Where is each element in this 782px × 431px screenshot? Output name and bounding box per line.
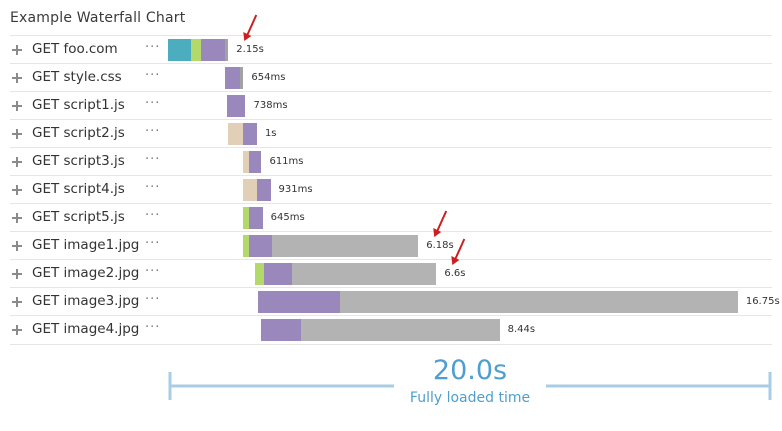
request-label: GET image2.jpg: [32, 265, 140, 281]
timing-bar-dns: [168, 39, 191, 61]
request-label: GET script4.js: [32, 181, 125, 197]
timing-bar-download: [264, 263, 292, 285]
timing-bar-download: [257, 291, 340, 313]
highlight-arrow-head: [243, 32, 252, 41]
duration-label: 654ms: [251, 72, 286, 83]
timing-bar-download: [201, 39, 226, 61]
timing-bar-download: [248, 235, 272, 257]
request-row[interactable]: GET image1.jpg ··· 6.18s: [10, 231, 772, 260]
timing-bar-download: [243, 123, 257, 145]
expand-plus-icon[interactable]: [12, 129, 22, 139]
timing-bar-blocked: [300, 319, 500, 341]
expand-plus-icon[interactable]: [12, 269, 22, 279]
request-label: GET image4.jpg: [32, 321, 140, 337]
timing-bar-download: [248, 151, 262, 173]
timing-bar-download: [226, 95, 246, 117]
total-time-value: 20.0s: [432, 355, 508, 386]
expand-plus-icon[interactable]: [12, 45, 22, 55]
request-row[interactable]: GET script5.js ··· 645ms: [10, 203, 772, 232]
timing-bar-blocked: [272, 235, 419, 257]
more-options-icon[interactable]: ···: [145, 68, 161, 83]
highlight-arrow-shaft: [436, 210, 448, 232]
request-label: GET script3.js: [32, 153, 125, 169]
timing-bar-download: [261, 319, 301, 341]
more-options-icon[interactable]: ···: [145, 236, 161, 251]
more-options-icon[interactable]: ···: [145, 40, 161, 55]
duration-label: 611ms: [269, 156, 304, 167]
duration-label: 931ms: [278, 184, 313, 195]
highlight-arrow-shaft: [246, 14, 258, 36]
request-row[interactable]: GET script1.js ··· 738ms: [10, 91, 772, 120]
duration-label: 645ms: [270, 212, 305, 223]
timing-bar-connect: [243, 207, 249, 229]
more-options-icon[interactable]: ···: [145, 292, 161, 307]
request-label: GET script5.js: [32, 209, 125, 225]
request-row[interactable]: GET script3.js ··· 611ms: [10, 147, 772, 176]
total-time-caption: Fully loaded time: [409, 390, 531, 406]
duration-label: 6.18s: [426, 240, 454, 251]
timing-bar-connect: [255, 263, 265, 285]
expand-plus-icon[interactable]: [12, 325, 22, 335]
request-row[interactable]: GET image2.jpg ··· 6.6s: [10, 259, 772, 288]
request-label: GET image3.jpg: [32, 293, 140, 309]
timing-bar-download: [225, 67, 240, 89]
timing-bar-download: [248, 207, 263, 229]
highlight-arrow-head: [451, 256, 460, 265]
timing-bar-ttfb: [243, 151, 249, 173]
request-row[interactable]: GET foo.com ··· 2.15s: [10, 35, 772, 64]
request-row[interactable]: GET script2.js ··· 1s: [10, 119, 772, 148]
more-options-icon[interactable]: ···: [145, 208, 161, 223]
timing-bar-download: [256, 179, 271, 201]
expand-plus-icon[interactable]: [12, 157, 22, 167]
request-label: GET style.css: [32, 69, 122, 85]
more-options-icon[interactable]: ···: [145, 124, 161, 139]
request-row[interactable]: GET script4.js ··· 931ms: [10, 175, 772, 204]
timing-bar-tail: [239, 67, 244, 89]
request-label: GET script2.js: [32, 125, 125, 141]
more-options-icon[interactable]: ···: [145, 180, 161, 195]
duration-label: 16.75s: [745, 296, 780, 307]
timing-bar-blocked: [339, 291, 738, 313]
expand-plus-icon[interactable]: [12, 241, 22, 251]
expand-plus-icon[interactable]: [12, 297, 22, 307]
duration-label: 6.6s: [444, 268, 466, 279]
duration-label: 738ms: [253, 100, 288, 111]
duration-label: 1s: [264, 128, 277, 139]
more-options-icon[interactable]: ···: [145, 96, 161, 111]
more-options-icon[interactable]: ···: [145, 320, 161, 335]
duration-label: 2.15s: [236, 44, 264, 55]
expand-plus-icon[interactable]: [12, 73, 22, 83]
request-row[interactable]: GET image3.jpg ··· 16.75s: [10, 287, 780, 316]
expand-plus-icon[interactable]: [12, 185, 22, 195]
request-row[interactable]: GET style.css ··· 654ms: [10, 63, 772, 92]
request-label: GET foo.com: [32, 41, 118, 57]
more-options-icon[interactable]: ···: [145, 152, 161, 167]
request-label: GET script1.js: [32, 97, 125, 113]
timing-bar-ttfb: [243, 179, 257, 201]
highlight-arrow-head: [433, 228, 442, 237]
expand-plus-icon[interactable]: [12, 101, 22, 111]
highlight-arrow-shaft: [454, 238, 466, 260]
timing-bar-tail: [225, 39, 229, 61]
timing-bar-connect: [243, 235, 249, 257]
request-row[interactable]: GET image4.jpg ··· 8.44s: [10, 315, 772, 345]
timing-bar-ttfb: [228, 123, 244, 145]
chart-title: Example Waterfall Chart: [10, 10, 186, 26]
timing-bar-connect: [190, 39, 202, 61]
duration-label: 8.44s: [507, 324, 536, 335]
more-options-icon[interactable]: ···: [145, 264, 161, 279]
request-label: GET image1.jpg: [32, 237, 140, 253]
timing-bar-blocked: [291, 263, 437, 285]
expand-plus-icon[interactable]: [12, 213, 22, 223]
